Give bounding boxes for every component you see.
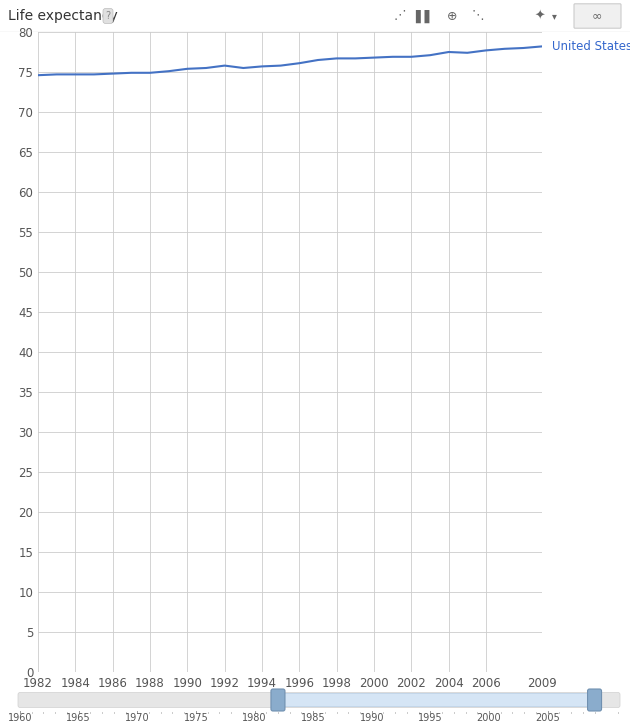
Text: 1960: 1960 <box>8 713 32 723</box>
Text: ⊕: ⊕ <box>447 9 457 23</box>
Text: ✦: ✦ <box>535 9 545 23</box>
Text: 1995: 1995 <box>418 713 443 723</box>
Text: 1970: 1970 <box>125 713 149 723</box>
FancyBboxPatch shape <box>18 692 620 708</box>
Text: 1965: 1965 <box>66 713 91 723</box>
Text: 1985: 1985 <box>301 713 326 723</box>
Text: United States: United States <box>552 40 630 53</box>
FancyBboxPatch shape <box>574 4 621 28</box>
Text: 1975: 1975 <box>183 713 209 723</box>
Text: 1980: 1980 <box>243 713 266 723</box>
Text: 1990: 1990 <box>360 713 384 723</box>
Text: 2005: 2005 <box>536 713 560 723</box>
Text: ⋱: ⋱ <box>472 9 484 23</box>
Text: ▌▌: ▌▌ <box>415 9 435 23</box>
Text: 2000: 2000 <box>477 713 501 723</box>
Text: ▾: ▾ <box>551 11 556 21</box>
Text: ⋰: ⋰ <box>394 9 406 23</box>
FancyBboxPatch shape <box>588 689 602 711</box>
Text: ∞: ∞ <box>592 9 602 23</box>
FancyBboxPatch shape <box>271 689 285 711</box>
Text: ?: ? <box>105 11 110 21</box>
Text: Life expectancy: Life expectancy <box>8 9 118 23</box>
FancyBboxPatch shape <box>277 694 595 706</box>
